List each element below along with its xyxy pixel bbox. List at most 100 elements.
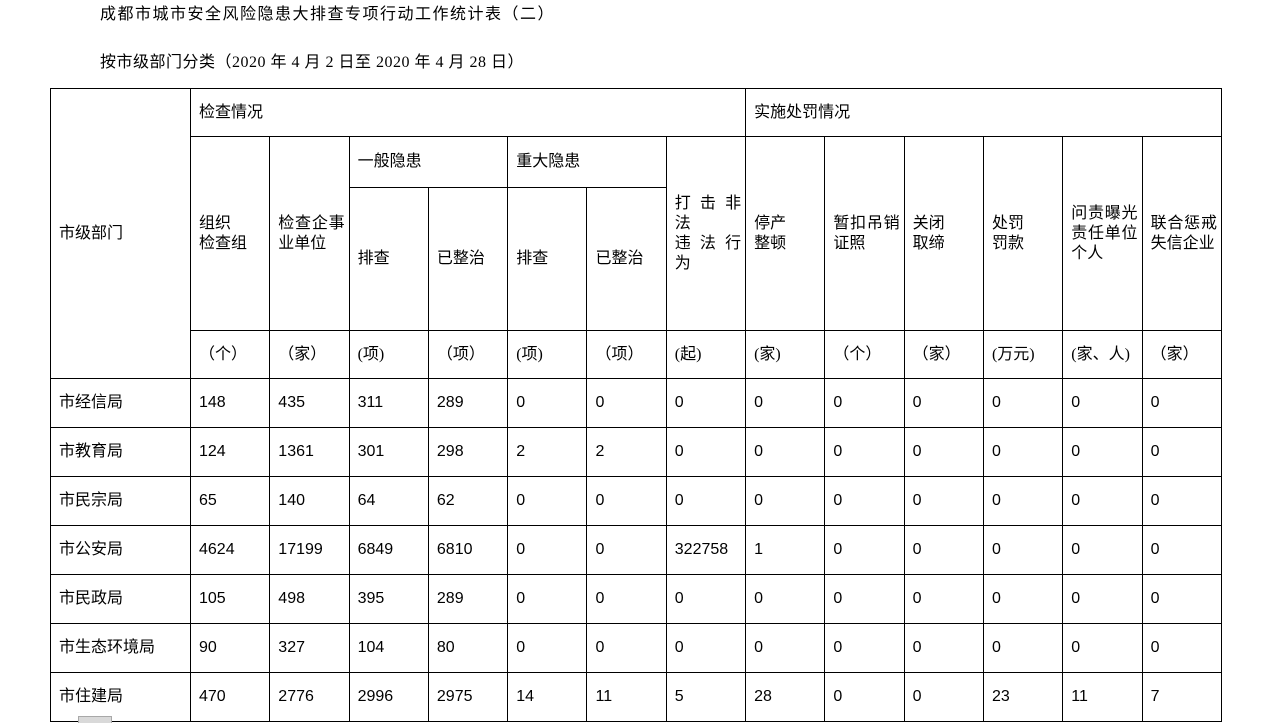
- value-cell: 0: [1062, 574, 1143, 624]
- value-cell: 311: [348, 378, 429, 428]
- value-cell: 0: [903, 623, 984, 673]
- value-cell: 0: [665, 623, 747, 673]
- value-cell: 0: [586, 574, 667, 624]
- value-cell: 0: [824, 476, 905, 526]
- value-cell: 0: [903, 378, 984, 428]
- value-cell: 148: [189, 378, 271, 428]
- column-header-license-revoked: 暂扣吊销证照: [824, 136, 905, 331]
- dept-cell: 市住建局: [50, 672, 191, 722]
- value-cell: 140: [269, 476, 350, 526]
- unit-cell: (万元): [982, 330, 1064, 379]
- value-cell: 62: [427, 476, 509, 526]
- value-cell: 0: [824, 427, 905, 477]
- value-cell: 17199: [269, 525, 350, 575]
- value-cell: 0: [824, 574, 905, 624]
- value-cell: 0: [982, 378, 1064, 428]
- document-subtitle: 按市级部门分类（2020 年 4 月 2 日至 2020 年 4 月 28 日）: [100, 54, 525, 71]
- value-cell: 65: [189, 476, 271, 526]
- column-header-fines: 处罚 罚款: [982, 136, 1064, 331]
- value-cell: 435: [269, 378, 350, 428]
- group-header-punishment: 实施处罚情况: [745, 88, 1222, 137]
- value-cell: 7: [1141, 672, 1223, 722]
- dept-cell: 市经信局: [50, 378, 191, 428]
- value-cell: 90: [189, 623, 271, 673]
- value-cell: 1361: [269, 427, 350, 477]
- column-header-general-rectified: 已整治: [427, 187, 509, 331]
- unit-cell: (项): [507, 330, 588, 379]
- unit-cell: （家）: [1141, 330, 1223, 379]
- value-cell: 0: [745, 574, 826, 624]
- column-header-inspected-units: 检查企事业单位: [269, 136, 350, 331]
- value-cell: 0: [1141, 623, 1223, 673]
- value-cell: 0: [507, 525, 588, 575]
- scroll-handle[interactable]: [78, 716, 112, 723]
- value-cell: 0: [982, 574, 1064, 624]
- unit-cell: （个）: [824, 330, 905, 379]
- unit-cell: （项）: [586, 330, 667, 379]
- value-cell: 0: [1062, 427, 1143, 477]
- dept-cell: 市民宗局: [50, 476, 191, 526]
- unit-cell: (起): [665, 330, 747, 379]
- subgroup-header-general-hazards: 一般隐患: [348, 136, 509, 188]
- column-header-closure-ban: 关闭 取缔: [903, 136, 984, 331]
- value-cell: 0: [1141, 525, 1223, 575]
- value-cell: 0: [982, 525, 1064, 575]
- value-cell: 4624: [189, 525, 271, 575]
- value-cell: 1: [745, 525, 826, 575]
- value-cell: 105: [189, 574, 271, 624]
- value-cell: 0: [824, 525, 905, 575]
- unit-cell: (家): [745, 330, 826, 379]
- value-cell: 0: [903, 672, 984, 722]
- value-cell: 2: [586, 427, 667, 477]
- value-cell: 0: [586, 623, 667, 673]
- value-cell: 0: [507, 378, 588, 428]
- value-cell: 0: [824, 623, 905, 673]
- statistics-table: 市级部门 检查情况 实施处罚情况 组织 检查组 检查企事业单位 一般隐患 重大隐…: [50, 88, 1223, 722]
- unit-cell: (项): [348, 330, 429, 379]
- value-cell: 80: [427, 623, 509, 673]
- value-cell: 6810: [427, 525, 509, 575]
- unit-cell: （家）: [269, 330, 350, 379]
- column-header-inspection-teams: 组织 检查组: [189, 136, 271, 331]
- unit-cell: （个）: [189, 330, 271, 379]
- unit-cell: (家、人): [1062, 330, 1143, 379]
- value-cell: 2975: [427, 672, 509, 722]
- value-cell: 11: [1062, 672, 1143, 722]
- value-cell: 0: [1141, 427, 1223, 477]
- value-cell: 14: [507, 672, 588, 722]
- table-row: 市民宗局 65 140 64 62 0 0 0 0 0 0 0 0 0: [50, 476, 1223, 526]
- corner-header: 市级部门: [50, 88, 191, 379]
- value-cell: 0: [507, 476, 588, 526]
- table-row: 市民政局 105 498 395 289 0 0 0 0 0 0 0 0 0: [50, 574, 1223, 624]
- unit-cell: （项）: [427, 330, 509, 379]
- value-cell: 5: [665, 672, 747, 722]
- value-cell: 470: [189, 672, 271, 722]
- value-cell: 0: [745, 378, 826, 428]
- value-cell: 0: [982, 427, 1064, 477]
- value-cell: 289: [427, 378, 509, 428]
- value-cell: 0: [903, 476, 984, 526]
- value-cell: 0: [824, 672, 905, 722]
- value-cell: 23: [982, 672, 1064, 722]
- value-cell: 327: [269, 623, 350, 673]
- value-cell: 0: [1062, 623, 1143, 673]
- value-cell: 0: [1141, 476, 1223, 526]
- table-row: 市生态环境局 90 327 104 80 0 0 0 0 0 0 0 0 0: [50, 623, 1223, 673]
- value-cell: 0: [903, 574, 984, 624]
- value-cell: 28: [745, 672, 826, 722]
- value-cell: 298: [427, 427, 509, 477]
- dept-cell: 市生态环境局: [50, 623, 191, 673]
- value-cell: 0: [1141, 574, 1223, 624]
- value-cell: 0: [507, 623, 588, 673]
- document-title: 成都市城市安全风险隐患大排查专项行动工作统计表（二）: [100, 6, 556, 23]
- value-cell: 0: [982, 476, 1064, 526]
- value-cell: 6849: [348, 525, 429, 575]
- value-cell: 0: [586, 476, 667, 526]
- value-cell: 289: [427, 574, 509, 624]
- value-cell: 0: [586, 378, 667, 428]
- table-row: 市公安局 4624 17199 6849 6810 0 0 322758 1 0…: [50, 525, 1223, 575]
- value-cell: 498: [269, 574, 350, 624]
- value-cell: 0: [745, 623, 826, 673]
- value-cell: 0: [586, 525, 667, 575]
- value-cell: 64: [348, 476, 429, 526]
